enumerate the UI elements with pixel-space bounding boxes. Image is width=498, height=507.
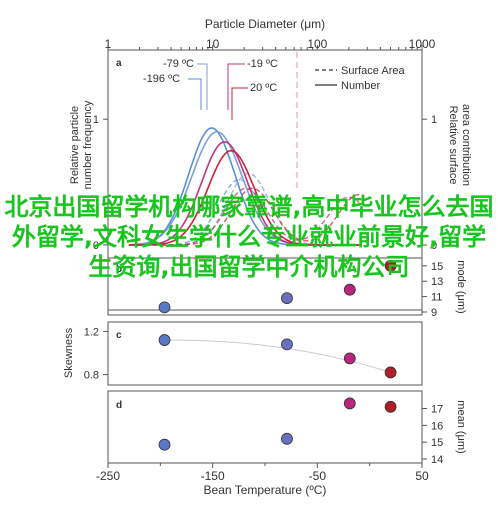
label-neg19-leader	[227, 63, 245, 110]
panel-d: d mean (μm) 14 15 16 17 -250 -150 -50 50 Bean …	[96, 390, 467, 497]
right-tick-label-0: 0	[431, 240, 437, 252]
top-tick-label-1: 1	[105, 37, 112, 51]
bottom-axis-label: Bean Temperature (ºC)	[204, 483, 327, 497]
point-1-0	[158, 301, 171, 314]
label-neg79-leader	[197, 63, 208, 110]
bottom-axis-ticks: -250 -150 -50 50	[96, 463, 429, 483]
right-axis-label-line2: area contribution	[460, 104, 472, 186]
panel-c: c Skewness 0.8 1.2	[63, 321, 423, 386]
top-tick-label-100: 100	[307, 37, 327, 51]
ytick-label-17: 17	[431, 403, 443, 415]
ytick-label-9: 9	[431, 307, 437, 319]
top-axis-label: Particle Diameter (μm)	[205, 17, 325, 31]
label-neg196: -196 ºC	[143, 73, 180, 85]
panel-a-frame	[107, 49, 423, 311]
panel-a-curves	[128, 127, 360, 246]
panel-d-ticks: 14 15 16 17	[422, 403, 443, 466]
label-neg196-leader	[188, 78, 202, 110]
panel-d-ylabel: mean (μm)	[455, 400, 467, 453]
panel-d-points	[158, 397, 397, 451]
panel-b-ticks: 9 11 13 15	[422, 261, 443, 319]
label-neg79: -79 ºC	[163, 58, 194, 70]
panel-c-frame	[107, 321, 423, 386]
surface-curve-c_20	[128, 187, 360, 246]
ytick-label-14: 14	[431, 454, 443, 466]
xtick-label-50: 50	[415, 469, 429, 483]
point-2-1	[281, 338, 293, 351]
label-20-leader	[231, 87, 248, 120]
point-2-3	[384, 366, 397, 379]
right-tick-label-1: 1	[431, 114, 437, 126]
panel-b: b mode (μm) 9 11 13 15	[107, 257, 467, 319]
top-tick-label-1000: 1000	[409, 37, 436, 51]
label-20: 20 ºC	[250, 82, 277, 94]
ytick-label-11: 11	[431, 292, 442, 304]
panel-c-letter: c	[116, 330, 122, 341]
point-2-0	[158, 334, 171, 346]
ytick-label-0.8: 0.8	[84, 370, 99, 382]
ytick-label-15: 15	[431, 437, 443, 449]
top-tick-label-10: 10	[206, 37, 220, 51]
panel-c-points	[158, 334, 397, 379]
panel-a: a Particle Diameter (μm) 1 10 100 1000 0 01 1…	[69, 17, 472, 311]
number-curve-c_20	[128, 149, 360, 246]
point-2-2	[343, 352, 356, 365]
panel-a-letter: a	[116, 58, 122, 69]
point-1-2	[343, 283, 356, 296]
ytick-label-16: 16	[431, 420, 443, 432]
xtick-label--150: -150	[201, 469, 225, 483]
panel-d-letter: d	[116, 400, 122, 411]
ytick-label-13: 13	[431, 276, 443, 288]
panel-b-ylabel: mode (μm)	[455, 260, 467, 313]
left-axis-label: Relative particle	[69, 106, 81, 184]
legend-number-label: Number	[341, 80, 380, 92]
point-3-0	[158, 438, 171, 451]
point-1-1	[281, 292, 293, 305]
left-tick-label-1: 1	[93, 114, 99, 126]
surface-curve-c_neg19	[128, 187, 360, 246]
panel-b-letter: b	[116, 264, 122, 275]
xtick-label--250: -250	[96, 469, 120, 483]
point-3-1	[281, 432, 293, 445]
left-axis-ticks: 0 0 1 1	[93, 114, 437, 252]
label-neg19: -19 ºC	[247, 58, 278, 70]
panel-d-frame	[107, 390, 423, 464]
panel-b-frame	[107, 257, 423, 316]
watermark-overlay: 北京出国留学机构哪家靠谱,高中毕业怎么去国外留学,文科女生学什么专业就业前景好,…	[4, 193, 494, 281]
panel-c-ticks: 0.8 1.2	[84, 326, 108, 382]
point-3-2	[343, 397, 356, 410]
series-labels: -79 ºC -196 ºC -19 ºC 20 ºC	[143, 58, 278, 120]
left-axis-label-line2: number frequency	[82, 100, 94, 189]
panel-b-points	[158, 259, 397, 314]
xtick-label--50: -50	[309, 469, 327, 483]
point-1-3	[384, 259, 397, 272]
legend-surface-label: Surface Area	[341, 65, 405, 77]
panel-c-fit-line	[164, 339, 391, 373]
panel-c-ylabel: Skewness	[63, 327, 75, 378]
top-axis-ticks: 1 10 100 1000	[105, 37, 436, 51]
ytick-label-15: 15	[431, 261, 443, 273]
right-axis-label: Relative surface	[447, 106, 459, 185]
left-tick-label-0: 0	[93, 240, 99, 252]
ytick-label-1.2: 1.2	[84, 326, 99, 338]
point-3-3	[384, 400, 397, 413]
legend: Surface Area Number	[315, 65, 405, 92]
